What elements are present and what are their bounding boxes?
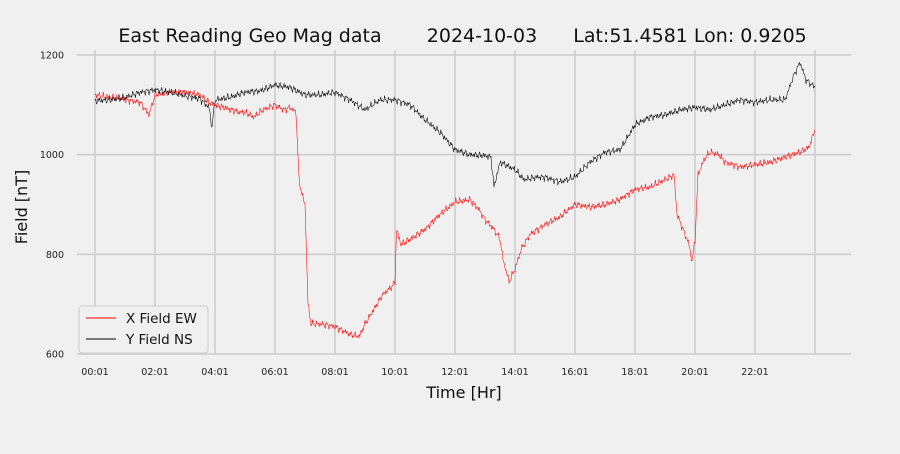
x-tick-label: 22:01 [741, 367, 768, 378]
series-lines [94, 62, 816, 339]
chart-title-main: East Reading Geo Mag data [118, 25, 381, 47]
x-tick-label: 12:01 [441, 367, 468, 378]
x-tick-label: 04:01 [201, 367, 228, 378]
x-axis-label: Time [Hr] [425, 383, 501, 402]
x-tick-label: 18:01 [621, 367, 648, 378]
y-axis-label: Field [nT] [12, 170, 31, 244]
legend-label-y-field: Y Field NS [125, 332, 193, 348]
legend: X Field EW Y Field NS [78, 305, 209, 354]
y-axis-ticks: 600 800 1000 1200 [40, 50, 64, 360]
x-tick-label: 00:01 [81, 367, 108, 378]
x-tick-label: 16:01 [561, 367, 588, 378]
series-line-x-field [94, 88, 816, 339]
x-tick-label: 02:01 [141, 367, 168, 378]
x-tick-label: 14:01 [501, 367, 528, 378]
chart-title-location: Lat:51.4581 Lon: 0.9205 [573, 25, 807, 47]
y-tick-label: 800 [46, 250, 64, 261]
x-tick-label: 20:01 [681, 367, 708, 378]
x-tick-label: 08:01 [321, 367, 348, 378]
y-tick-label: 1200 [40, 50, 64, 61]
legend-label-x-field: X Field EW [126, 311, 197, 327]
series-line-y-field [94, 62, 816, 188]
x-tick-label: 10:01 [381, 367, 408, 378]
y-tick-label: 1000 [40, 150, 64, 161]
x-axis-ticks: 00:01 02:01 04:01 06:01 08:01 10:01 12:01 14:01… [81, 367, 768, 378]
chart-title-date: 2024-10-03 [427, 25, 537, 47]
y-tick-label: 600 [46, 350, 64, 361]
x-tick-label: 06:01 [261, 367, 288, 378]
